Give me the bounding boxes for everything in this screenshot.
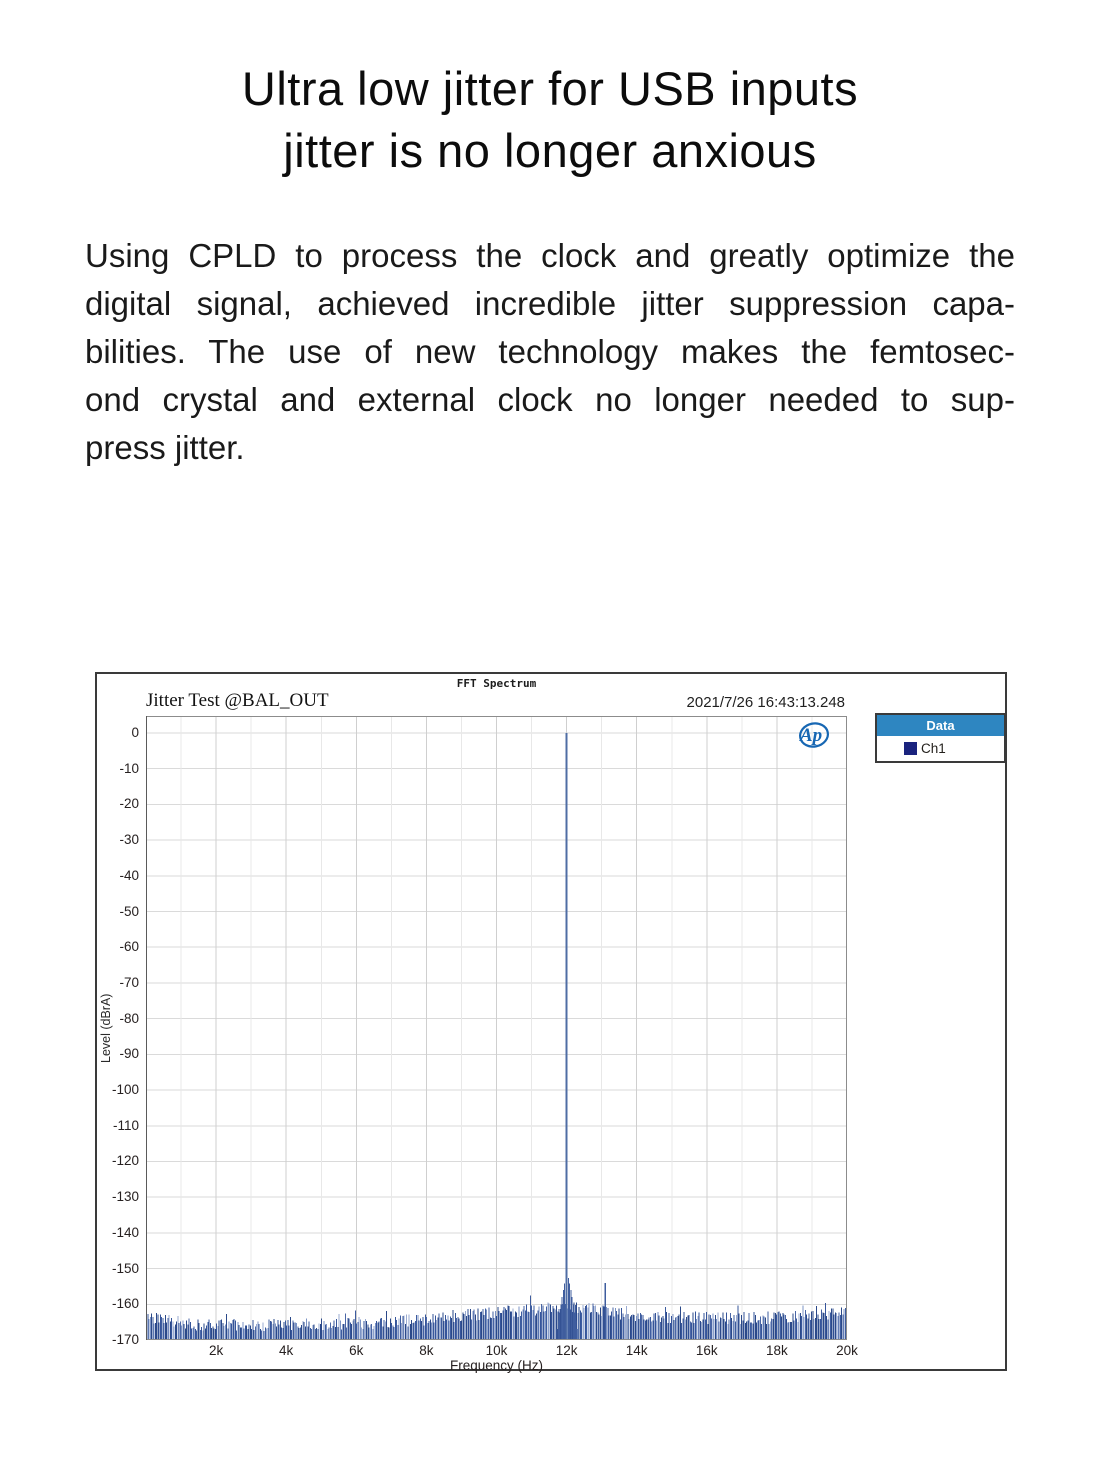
x-tick-label: 8k	[419, 1343, 434, 1358]
fft-plot-svg	[146, 716, 847, 1340]
y-tick-label: -90	[119, 1046, 139, 1062]
paragraph-line: digital signal, achieved incredible jitt…	[85, 285, 1015, 322]
paragraph-line: Using CPLD to process the clock and grea…	[85, 237, 1015, 274]
y-tick-label: -120	[111, 1153, 139, 1169]
plot-area: Ap	[146, 716, 847, 1340]
svg-text:Ap: Ap	[799, 725, 822, 746]
y-tick-label: -170	[111, 1332, 139, 1347]
x-tick-label: 6k	[349, 1343, 364, 1358]
chart-header-left: Jitter Test @BAL_OUT	[146, 690, 329, 711]
chart-title: FFT Spectrum	[456, 677, 537, 690]
chart-header-right: 2021/7/26 16:43:13.248	[686, 694, 845, 711]
y-tick-label: -10	[119, 760, 139, 776]
x-tick-label: 4k	[279, 1343, 294, 1358]
y-tick-label: -140	[111, 1224, 139, 1240]
ch1-color-swatch-icon	[904, 742, 917, 755]
page-title: Ultra low jitter for USB inputs jitter is…	[0, 58, 1100, 182]
y-tick-label: -20	[119, 796, 139, 812]
fft-spectrum-panel: FFT Spectrum Jitter Test @BAL_OUT 2021/7…	[95, 672, 1007, 1373]
paragraph-line: ond crystal and external clock no longer…	[85, 381, 1015, 418]
paragraph-line: press jitter.	[85, 429, 245, 466]
y-tick-label: -150	[111, 1260, 139, 1276]
y-tick-label: -70	[119, 974, 139, 990]
y-tick-label: -160	[111, 1296, 139, 1312]
y-tick-label: -50	[119, 903, 139, 919]
ap-logo-icon: Ap	[795, 721, 831, 751]
x-tick-label: 10k	[485, 1343, 508, 1358]
y-tick-label: -60	[119, 939, 139, 955]
y-tick-label: 0	[131, 725, 139, 740]
page-title-line1: Ultra low jitter for USB inputs	[241, 62, 859, 115]
y-tick-label: -130	[111, 1189, 139, 1205]
y-tick-label: -110	[112, 1117, 139, 1133]
x-tick-label: 2k	[208, 1343, 224, 1358]
page-title-line2: jitter is no longer anxious	[283, 124, 817, 177]
legend-item-label: Ch1	[921, 741, 946, 756]
x-tick-label: 16k	[695, 1343, 718, 1358]
paragraph-line: bilities. The use of new technology make…	[85, 333, 1015, 370]
x-tick-label: 12k	[555, 1343, 578, 1358]
x-tick-label: 20k	[836, 1343, 858, 1358]
y-tick-label: -40	[119, 867, 139, 883]
y-tick-label: -100	[111, 1082, 139, 1098]
legend-item-ch1: Ch1	[877, 736, 1004, 761]
y-tick-label: -30	[119, 832, 139, 848]
x-tick-label: 18k	[766, 1343, 788, 1358]
x-axis-title: Frequency (Hz)	[449, 1358, 544, 1373]
y-tick-label: -80	[119, 1010, 139, 1026]
x-tick-label: 14k	[625, 1343, 648, 1358]
legend: Data Ch1	[875, 713, 1006, 763]
body-paragraph: Using CPLD to process the clock and grea…	[85, 232, 1015, 472]
legend-header: Data	[877, 715, 1004, 736]
